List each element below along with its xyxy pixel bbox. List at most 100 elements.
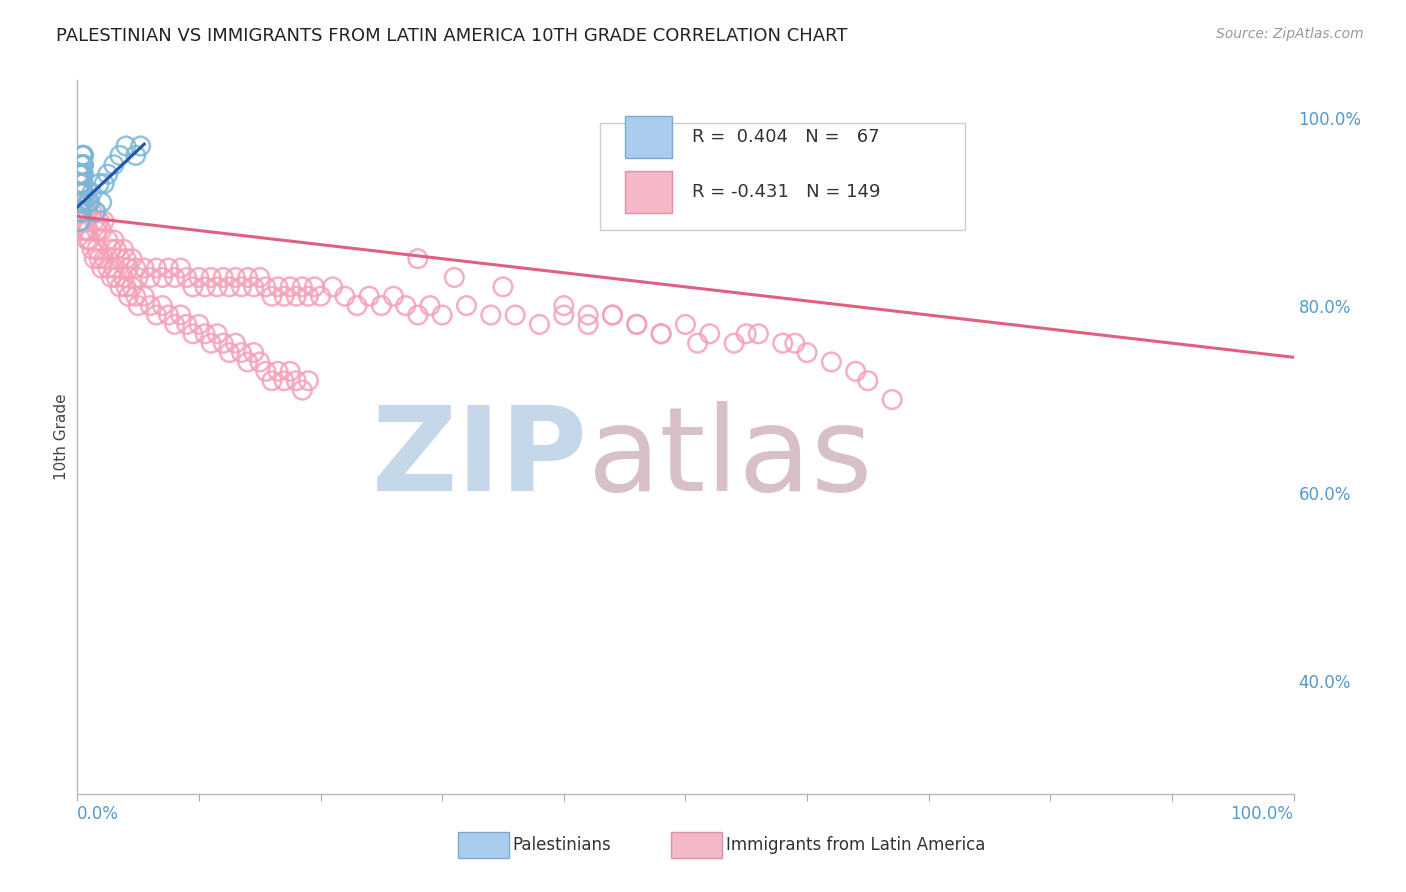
Point [194,326,217,341]
Point [291,383,314,397]
Point [260,374,283,388]
Point [108,252,131,266]
Point [152,270,174,285]
Point [249,355,271,369]
Point [105,270,128,285]
Point [181,280,204,294]
Point [406,308,429,322]
Point [529,318,551,332]
Point [105,242,128,256]
Point [576,308,599,322]
Point [70,177,93,191]
Point [84,204,107,219]
Point [70,195,93,210]
Point [70,167,93,181]
Point [163,270,186,285]
Point [145,308,167,322]
Point [67,167,90,181]
Point [69,177,91,191]
Point [75,195,97,210]
Point [125,148,148,162]
Point [83,214,105,228]
Point [86,242,108,256]
Point [70,204,93,219]
Point [134,261,156,276]
Point [430,308,453,322]
Point [108,280,131,294]
FancyBboxPatch shape [600,123,965,230]
Point [70,186,93,200]
Point [820,355,842,369]
Y-axis label: 10th Grade: 10th Grade [53,393,69,481]
Point [70,195,93,210]
Point [70,158,93,172]
Point [73,186,96,200]
Point [157,261,180,276]
Point [309,289,332,303]
Point [170,308,193,322]
Point [845,364,868,378]
Point [100,270,122,285]
Point [80,186,103,200]
Point [70,148,93,162]
Point [121,252,143,266]
Point [291,280,314,294]
Point [176,318,198,332]
Point [70,177,93,191]
Point [406,252,429,266]
Point [304,280,326,294]
Point [242,345,264,359]
Point [249,270,271,285]
Point [69,167,91,181]
Point [100,242,122,256]
Point [72,148,94,162]
Text: 0.0%: 0.0% [77,805,120,823]
Text: R =  0.404   N =   67: R = 0.404 N = 67 [692,128,879,145]
Point [115,252,138,266]
Text: atlas: atlas [588,401,873,516]
Point [70,186,93,200]
Point [70,195,93,210]
Point [70,186,93,200]
Point [492,280,515,294]
Point [181,326,204,341]
Point [127,270,149,285]
FancyBboxPatch shape [671,832,721,858]
Point [73,214,96,228]
Point [77,195,100,210]
Text: Palestinians: Palestinians [513,837,612,855]
Point [382,289,405,303]
Point [70,177,93,191]
Point [112,270,135,285]
Point [699,326,721,341]
Point [479,308,502,322]
Point [145,261,167,276]
Point [395,299,418,313]
Point [69,204,91,219]
Point [97,167,120,181]
Point [76,204,98,219]
Text: 100.0%: 100.0% [1230,805,1294,823]
Point [70,177,93,191]
Point [218,280,240,294]
Point [194,280,217,294]
Point [796,345,818,359]
Point [333,289,356,303]
Point [882,392,904,407]
Point [93,214,115,228]
Point [70,186,93,200]
Point [70,214,93,228]
Point [70,167,93,181]
Point [117,289,139,303]
Point [70,167,93,181]
Point [117,261,139,276]
Point [69,204,91,219]
Point [70,195,93,210]
Text: ZIP: ZIP [373,401,588,516]
Point [77,223,100,237]
Point [80,204,103,219]
Point [70,177,93,191]
Point [70,195,93,210]
Point [69,195,91,210]
Point [205,326,228,341]
